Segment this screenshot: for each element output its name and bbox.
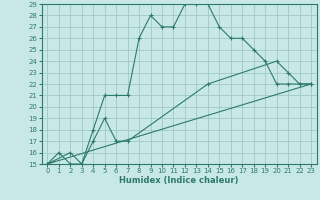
X-axis label: Humidex (Indice chaleur): Humidex (Indice chaleur): [119, 176, 239, 185]
